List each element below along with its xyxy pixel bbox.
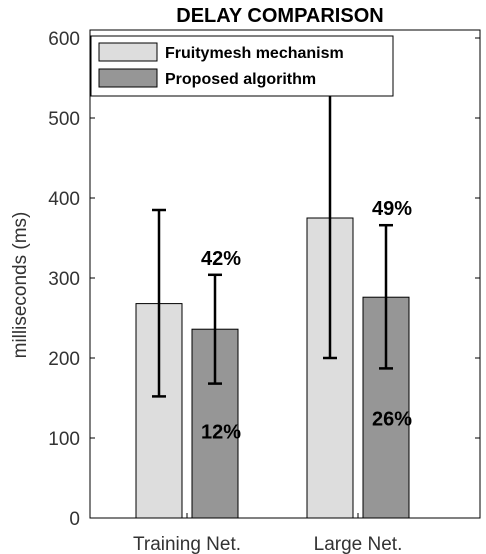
annotation-percent: 26% [372,408,412,430]
legend-label-proposed: Proposed algorithm [165,71,316,88]
legend-swatch-proposed [98,68,158,88]
annotation-percent: 12% [201,422,241,444]
y-tick-label: 200 [48,349,80,370]
x-tick-label: Large Net. [314,534,403,554]
axis-ticks: 0 100 200 300 400 500 600 Training Net. Large Ne… [48,29,480,554]
y-tick-label: 600 [48,29,80,50]
legend-label-fruitymesh: Fruitymesh mechanism [165,45,344,62]
x-tick-label: Training Net. [133,534,241,554]
y-tick-label: 500 [48,109,80,130]
y-axis-label: milliseconds (ms) [10,212,31,359]
annotation-percent: 49% [372,198,412,220]
y-tick-label: 300 [48,269,80,290]
y-tick-label: 100 [48,429,80,450]
axes-box [89,29,481,519]
legend-swatch-fruitymesh [98,42,158,62]
y-tick-label: 400 [48,189,80,210]
legend: Fruitymesh mechanism Proposed algorithm [90,35,394,97]
plot-area: 42% 12% 49% 26% [89,29,481,519]
chart-title: DELAY COMPARISON [176,5,383,27]
y-tick-label: 0 [69,509,80,530]
bar-fruitymesh [306,217,354,519]
annotation-percent: 42% [201,248,241,270]
